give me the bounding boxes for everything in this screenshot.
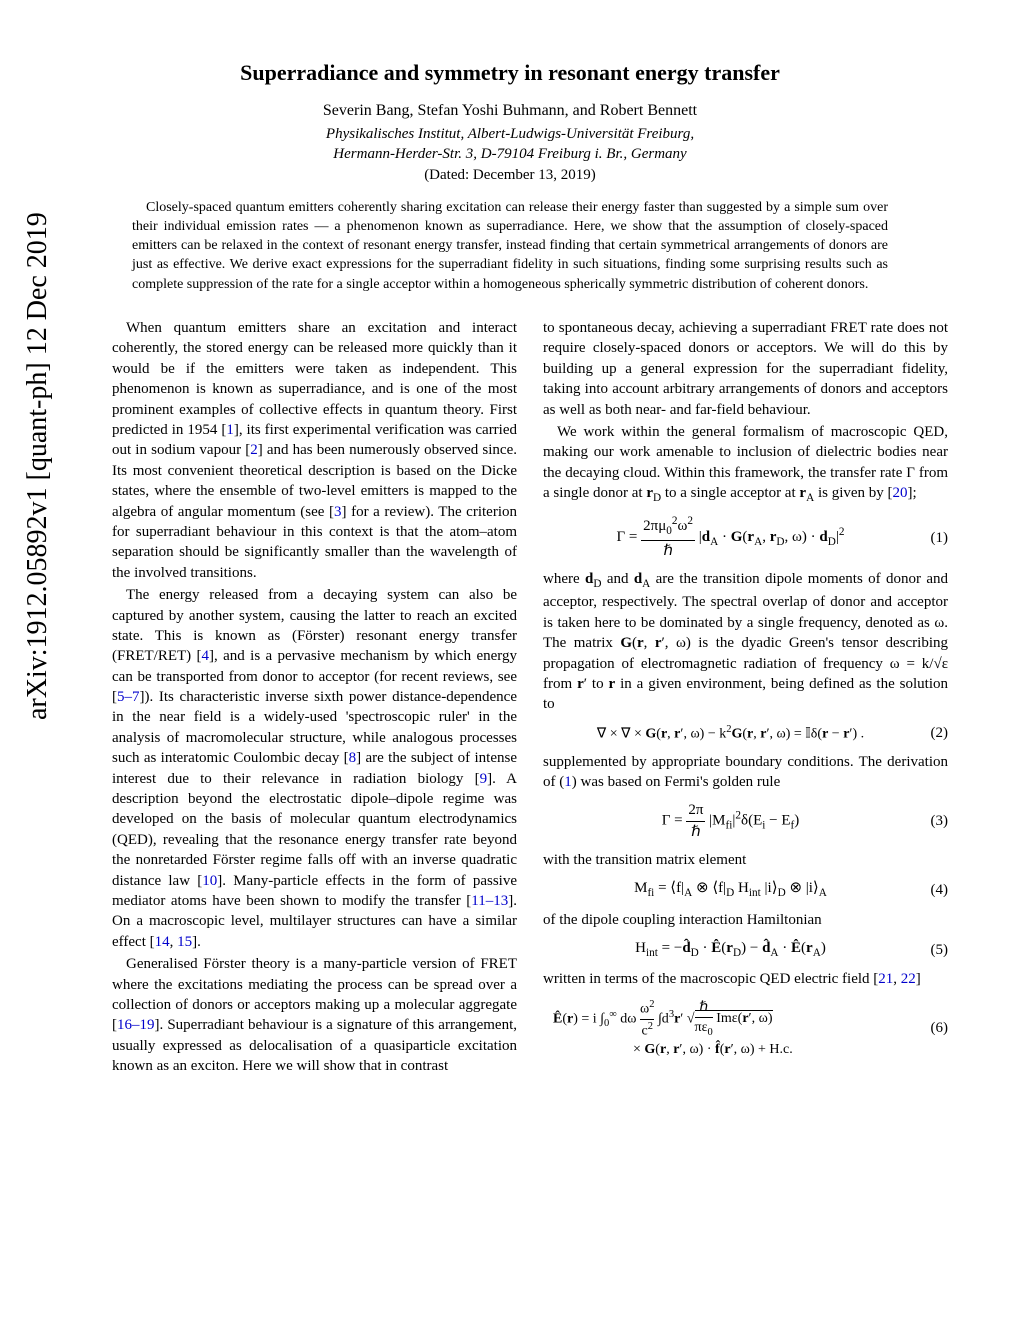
paragraph: supplemented by appropriate boundary con… (543, 752, 948, 793)
paragraph: with the transition matrix element (543, 850, 948, 870)
paragraph: written in terms of the macroscopic QED … (543, 969, 948, 989)
equation-5: Hint = −d̂D · Ê(rD) − d̂A · Ê(rA) (5) (543, 938, 948, 961)
citation-link[interactable]: 10 (202, 873, 217, 889)
equation-1: Γ = 2πμ02ω2ℏ |dA · G(rA, rD, ω) · dD|2 (… (543, 514, 948, 561)
equation-ref-link[interactable]: 1 (564, 774, 572, 790)
equation-number: (3) (918, 811, 948, 831)
two-column-body: When quantum emitters share an excitatio… (112, 318, 948, 1078)
paragraph: where dD and dA are the transition dipol… (543, 569, 948, 715)
paragraph: to spontaneous decay, achieving a superr… (543, 318, 948, 420)
citation-link[interactable]: 1 (226, 422, 234, 438)
equation-number: (4) (918, 880, 948, 900)
arxiv-identifier: arXiv:1912.05892v1 [quant-ph] 12 Dec 201… (22, 212, 54, 720)
equation-3: Γ = 2πℏ |Mfi|2δ(Ei − Ef) (3) (543, 800, 948, 842)
paper-title: Superradiance and symmetry in resonant e… (72, 60, 948, 86)
equation-number: (5) (918, 940, 948, 960)
paragraph: The energy released from a decaying syst… (112, 585, 517, 952)
citation-link[interactable]: 14 (155, 934, 170, 950)
citation-link[interactable]: 11–13 (471, 893, 508, 909)
paragraph: Generalised Förster theory is a many-par… (112, 954, 517, 1076)
paragraph: When quantum emitters share an excitatio… (112, 318, 517, 583)
date: (Dated: December 13, 2019) (72, 167, 948, 184)
affiliation-line-2: Hermann-Herder-Str. 3, D-79104 Freiburg … (72, 144, 948, 164)
citation-link[interactable]: 9 (480, 771, 488, 787)
equation-number: (6) (918, 1018, 948, 1038)
abstract: Closely-spaced quantum emitters coherent… (132, 198, 888, 295)
equation-number: (2) (918, 723, 948, 743)
paragraph: of the dipole coupling interaction Hamil… (543, 910, 948, 930)
left-column: When quantum emitters share an excitatio… (112, 318, 517, 1078)
citation-link[interactable]: 16–19 (117, 1017, 155, 1033)
citation-link[interactable]: 2 (250, 442, 258, 458)
equation-2: ∇ × ∇ × G(r, r′, ω) − k2G(r, r′, ω) = 𝕀δ… (543, 723, 948, 744)
citation-link[interactable]: 15 (177, 934, 192, 950)
citation-link[interactable]: 21 (878, 971, 893, 987)
citation-link[interactable]: 4 (202, 648, 210, 664)
authors: Severin Bang, Stefan Yoshi Buhmann, and … (72, 102, 948, 120)
citation-link[interactable]: 5–7 (117, 689, 140, 705)
equation-number: (1) (918, 528, 948, 548)
citation-link[interactable]: 3 (334, 504, 342, 520)
paragraph: We work within the general formalism of … (543, 422, 948, 506)
right-column: to spontaneous decay, achieving a superr… (543, 318, 948, 1078)
affiliation-line-1: Physikalisches Institut, Albert-Ludwigs-… (72, 124, 948, 144)
equation-4: Mfi = ⟨f|A ⊗ ⟨f|D Hint |i⟩D ⊗ |i⟩A (4) (543, 878, 948, 901)
citation-link[interactable]: 22 (901, 971, 916, 987)
equation-6: Ê(r) = i ∫0∞ dω ω2c2 ∫d3r′ √ℏπε0 Imε(r′,… (543, 998, 948, 1059)
citation-link[interactable]: 20 (893, 485, 908, 501)
